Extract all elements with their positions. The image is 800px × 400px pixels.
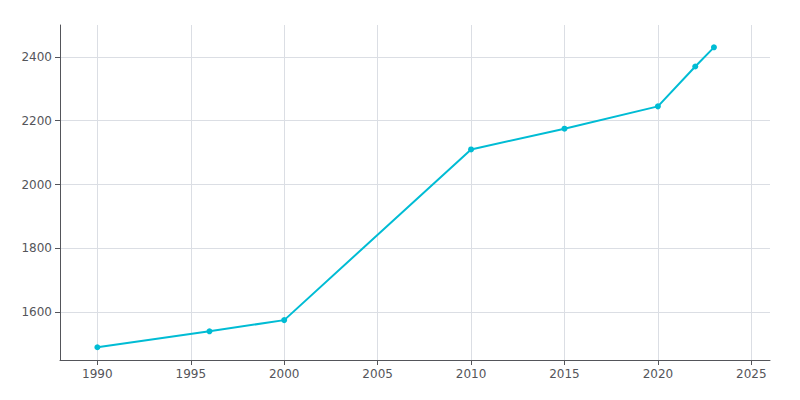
svg-text:2400: 2400 bbox=[21, 50, 52, 64]
svg-text:2020: 2020 bbox=[643, 367, 674, 381]
svg-text:2000: 2000 bbox=[269, 367, 300, 381]
svg-text:1995: 1995 bbox=[176, 367, 207, 381]
svg-text:2010: 2010 bbox=[456, 367, 487, 381]
svg-text:1600: 1600 bbox=[21, 305, 52, 319]
svg-text:1800: 1800 bbox=[21, 241, 52, 255]
svg-text:2025: 2025 bbox=[736, 367, 767, 381]
svg-text:2005: 2005 bbox=[362, 367, 393, 381]
svg-text:1990: 1990 bbox=[82, 367, 113, 381]
svg-text:2000: 2000 bbox=[21, 178, 52, 192]
svg-text:2200: 2200 bbox=[21, 114, 52, 128]
svg-text:2015: 2015 bbox=[549, 367, 580, 381]
